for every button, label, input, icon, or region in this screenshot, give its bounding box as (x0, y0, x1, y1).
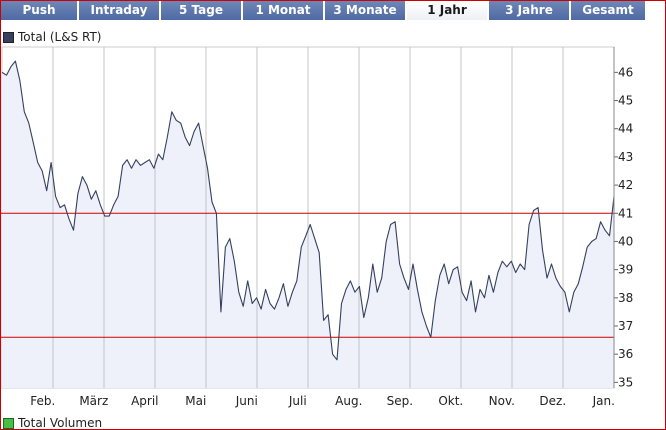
y-tick-label: 37 (618, 319, 633, 333)
tab-intraday[interactable]: Intraday (79, 1, 159, 20)
price-swatch (3, 31, 14, 43)
legend-volume-label: Total Volumen (18, 416, 103, 430)
x-tick-label: Okt. (438, 394, 463, 408)
x-tick-label: April (131, 394, 158, 408)
legend-volume: Total Volumen (3, 416, 102, 430)
y-tick-label: 39 (618, 263, 633, 277)
x-tick-label: Jan. (592, 394, 615, 408)
tab-1-jahr[interactable]: 1 Jahr (407, 1, 487, 20)
y-tick-label: 41 (618, 206, 633, 220)
tab-3-monate[interactable]: 3 Monate (325, 1, 405, 20)
y-tick-label: 46 (618, 65, 633, 79)
x-tick-label: Mai (185, 394, 206, 408)
y-tick-label: 44 (618, 122, 633, 136)
y-tick-label: 35 (618, 375, 633, 389)
x-tick-label: Feb. (30, 394, 55, 408)
tab-push[interactable]: Push (1, 1, 77, 20)
tab-3-jahre[interactable]: 3 Jahre (489, 1, 569, 20)
legend-price: Total (L&S RT) (3, 30, 101, 44)
y-tick-label: 43 (618, 150, 633, 164)
legend-price-label: Total (L&S RT) (18, 30, 102, 44)
y-tick-label: 36 (618, 347, 633, 361)
price-line (1, 60, 615, 361)
y-tick-label: 38 (618, 291, 633, 305)
y-tick-label: 42 (618, 178, 633, 192)
y-tick-label: 40 (618, 234, 633, 248)
x-tick-label: Nov. (489, 394, 515, 408)
timeframe-tabs: Push Intraday 5 Tage 1 Monat 3 Monate 1 … (1, 1, 663, 20)
x-tick-label: Juli (288, 394, 307, 408)
x-tick-label: Aug. (335, 394, 362, 408)
x-tick-label: März (79, 394, 108, 408)
x-tick-label: Sep. (387, 394, 413, 408)
tab-5-tage[interactable]: 5 Tage (161, 1, 241, 20)
tab-gesamt[interactable]: Gesamt (571, 1, 645, 20)
tab-1-monat[interactable]: 1 Monat (243, 1, 323, 20)
x-tick-label: Juni (235, 394, 258, 408)
volume-swatch (3, 417, 14, 429)
y-tick-label: 45 (618, 94, 633, 108)
x-tick-label: Dez. (539, 394, 566, 408)
